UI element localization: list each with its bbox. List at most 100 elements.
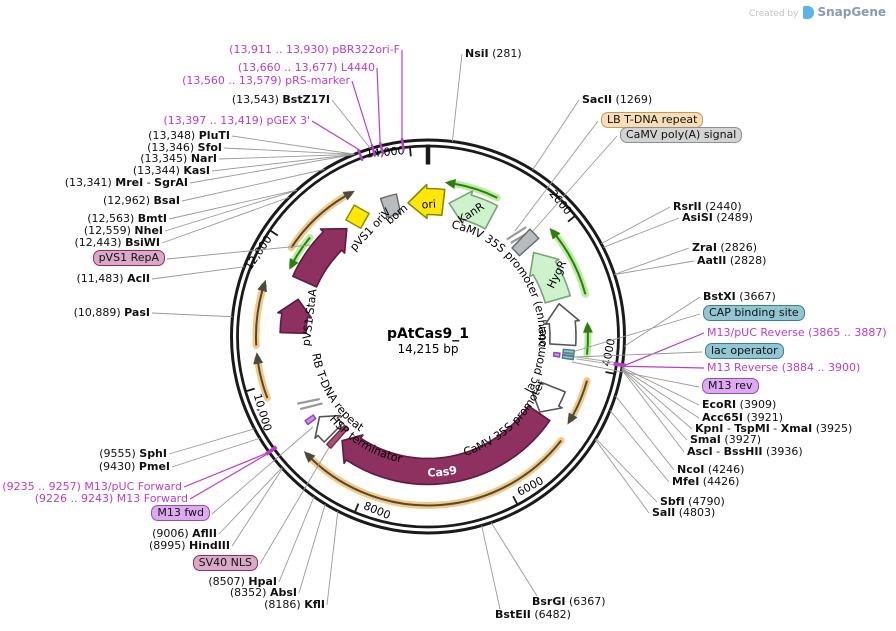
callout-aflii: (9006) AflII	[152, 527, 217, 540]
callout-mrei-sgrai: (13,341) MreI - SgrAI	[64, 176, 188, 189]
primer-ring-tick	[613, 361, 627, 367]
orf-arrowhead-5	[303, 451, 316, 463]
snapgene-logo-icon	[803, 6, 815, 19]
tick-10000	[245, 387, 255, 393]
leader-line-hindiii	[231, 468, 283, 547]
tick-8000	[354, 503, 360, 513]
leader-line-bsai	[181, 168, 325, 202]
tick-12000	[269, 229, 279, 237]
leader-line-asci-bsshii	[621, 369, 685, 453]
callout-mfei: MfeI (4426)	[672, 475, 740, 488]
tick-14000	[409, 147, 412, 157]
primer-ring-tick	[378, 142, 385, 155]
leader-line-camv-polya-label	[525, 135, 618, 240]
leader-line-mfei	[609, 410, 670, 483]
callout-pluti: (13,348) PluTI	[148, 129, 230, 142]
callout-asci-bsshii: AscI - BssHII (3936)	[687, 445, 803, 458]
leader-line-m13-forward	[189, 453, 267, 500]
orf-arc-line-0	[454, 182, 498, 199]
plasmid-title-block: pAtCas9_1 14,215 bp	[328, 326, 528, 356]
leader-line-pvs1-repa-label	[166, 244, 311, 260]
orf-arc-line-1	[555, 235, 587, 295]
orf-arrowhead-8	[342, 190, 355, 201]
leader-line-sv40-nls-label	[259, 443, 332, 565]
primer-ring-tick	[370, 144, 377, 157]
callout-asisi: AsiSI (2489)	[682, 211, 753, 224]
leader-line-bsiwi	[161, 196, 290, 244]
callout-pvs1-repa-label: pVS1 RepA	[92, 250, 165, 266]
leader-line-rsrii	[600, 206, 671, 245]
callout-sali: SalI (4803)	[652, 506, 716, 519]
feature-rb-tdna-repeat	[297, 397, 320, 405]
callout-bsrgi: BsrGI (6367)	[532, 595, 606, 608]
created-by-text: Created by	[748, 9, 799, 19]
callout-m13-rev-label: M13 rev	[702, 378, 759, 394]
credit: Created by SnapGene	[749, 5, 886, 19]
callout-bmti: (12,563) BmtI	[87, 212, 167, 225]
orf-arrowhead-3	[289, 257, 299, 270]
callout-acc65i: Acc65I (3921)	[702, 411, 784, 424]
leader-line-nhei	[164, 189, 297, 232]
callout-m13-forward: (9226 .. 9243) M13 Forward	[34, 492, 188, 505]
leader-line-kpni-tspmi-xmai	[621, 368, 693, 430]
callout-bsteii: BstEII (6482)	[495, 608, 571, 621]
callout-kasi: (13,344) KasI	[132, 164, 210, 177]
callout-nari: (13,345) NarI	[140, 152, 217, 165]
leader-line-nari	[218, 153, 355, 160]
feature-lac-operator	[561, 354, 575, 361]
tick-label-4000: 4000	[600, 337, 618, 367]
callout-nhei: (12,559) NheI	[83, 224, 163, 237]
callout-m13-reverse: M13 Reverse (3884 .. 3900)	[707, 361, 861, 374]
feature-cas9	[341, 405, 551, 486]
primer-ring-tick	[400, 138, 405, 151]
feature-m13-fwd	[304, 414, 317, 426]
leader-line-smai	[621, 368, 688, 441]
leader-line-pgex3	[311, 120, 359, 150]
callout-sv40-nls-label: SV40 NLS	[192, 555, 258, 571]
orf-arc-line-8	[290, 195, 346, 249]
tick-6000	[512, 495, 519, 505]
callout-hpai: (8507) HpaI	[208, 575, 277, 588]
callout-lac-operator-label: lac operator	[705, 343, 784, 359]
leader-line-bsteii	[481, 525, 501, 610]
mcs-hairline-0	[576, 356, 614, 363]
mcs-hairline-1	[576, 358, 613, 365]
callout-acli: (11,483) AclI	[76, 272, 150, 285]
leader-line-acli	[151, 266, 245, 280]
leader-line-ncoi	[615, 395, 675, 471]
leader-line-bsrgi	[490, 522, 538, 597]
brand-text: SnapGene	[817, 5, 886, 19]
leader-line-m13-puc-reverse	[625, 332, 705, 366]
feature-camv35s-enhanced	[544, 303, 580, 347]
leader-line-m13-rev-label	[571, 361, 700, 388]
leader-line-zrai	[614, 247, 690, 275]
leader-line-lac-operator-label	[573, 351, 703, 358]
feature-pvs1-staa	[277, 298, 313, 335]
leader-line-bstxi	[624, 296, 701, 347]
primer-ring-tick	[357, 148, 364, 162]
feature-camv35s-2	[531, 381, 566, 413]
tick-2000	[567, 215, 576, 223]
leader-line-m13-puc-forward	[183, 453, 267, 488]
callout-pgex3: (13,397 .. 13,419) pGEX 3'	[163, 114, 310, 127]
callout-ncoi: NcoI (4246)	[677, 463, 745, 476]
leader-line-bmti	[168, 189, 298, 220]
callout-pbr322ori-f: (13,911 .. 13,930) pBR322ori-F	[229, 43, 400, 56]
leader-line-acc65i	[621, 367, 700, 419]
leader-line-pluti	[231, 135, 355, 155]
callout-l4440: (13,660 .. 13,677) L4440	[237, 61, 375, 74]
callout-smai: SmaI (3927)	[690, 433, 761, 446]
callout-absi: (8352) AbsI	[229, 586, 297, 599]
callout-ecori: EcoRI (3909)	[702, 398, 777, 411]
feature-rb-tdna-repeat	[299, 402, 323, 411]
feature-ori	[407, 183, 446, 220]
leader-line-m13-reverse	[625, 365, 705, 369]
callout-camv-polya-label: CaMV poly(A) signal	[620, 127, 743, 143]
callout-sacii: SacII (1269)	[582, 93, 653, 106]
leader-line-m13-fwd-label	[211, 426, 314, 515]
orf-arrowhead-7	[257, 279, 267, 293]
leader-line-pmei	[171, 437, 261, 468]
leader-line-nsii	[451, 53, 463, 142]
